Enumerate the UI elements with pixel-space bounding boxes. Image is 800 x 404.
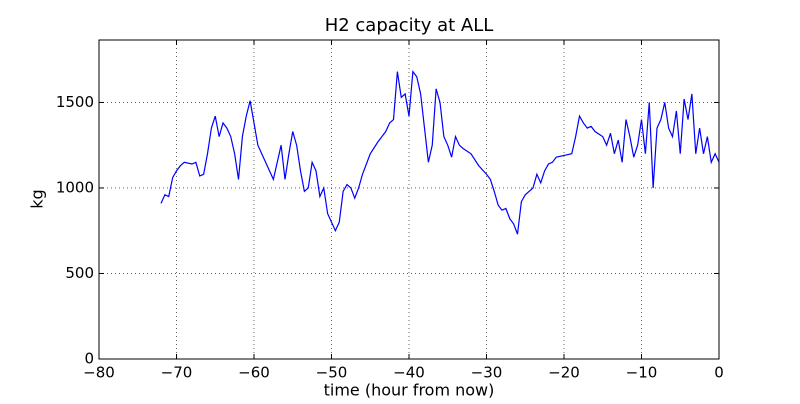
x-tick-label: −40 [393, 364, 425, 382]
x-tick-label: −60 [238, 364, 270, 382]
chart-title: H2 capacity at ALL [325, 15, 494, 36]
x-tick-label: −50 [316, 364, 348, 382]
y-tick-label: 0 [84, 350, 94, 368]
data-line [160, 70, 720, 235]
y-tick-label: 1500 [56, 93, 94, 111]
y-tick-label: 1000 [56, 178, 94, 196]
x-tick-label: 0 [714, 364, 724, 382]
x-tick-label: −20 [548, 364, 580, 382]
x-tick-label: −10 [626, 364, 658, 382]
y-tick-label: 500 [65, 264, 94, 282]
x-tick-label: −30 [471, 364, 503, 382]
plot-frame [98, 39, 720, 360]
x-tick-label: −70 [161, 364, 193, 382]
x-axis-label: time (hour from now) [324, 381, 495, 400]
x-tick-label: −80 [83, 364, 115, 382]
y-axis-label: kg [28, 189, 47, 208]
